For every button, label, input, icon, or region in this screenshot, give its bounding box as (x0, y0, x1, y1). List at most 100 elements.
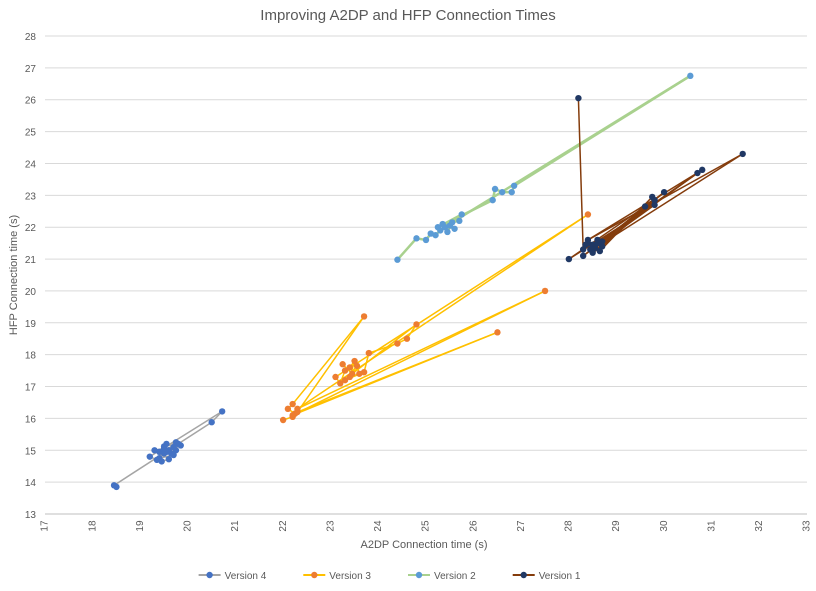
y-tick-label: 15 (25, 446, 37, 457)
data-point (151, 447, 158, 454)
data-point (541, 287, 549, 295)
data-point (156, 455, 163, 462)
data-point (353, 362, 361, 370)
data-point (596, 247, 604, 255)
series-version-4 (110, 408, 226, 491)
data-point (218, 408, 226, 415)
series-line-segment (396, 237, 418, 261)
data-point (579, 252, 587, 260)
data-point (575, 94, 582, 102)
legend-marker (311, 571, 318, 579)
series-line-segment (291, 315, 365, 405)
y-tick-label: 18 (25, 351, 37, 362)
data-point (172, 439, 180, 446)
data-point (348, 370, 356, 377)
data-point (413, 321, 420, 328)
y-axis-ticks: 13 14 15 16 17 18 19 20 21 22 23 24 25 26 27 28 (25, 32, 37, 521)
data-point (208, 419, 215, 426)
data-point (341, 367, 349, 374)
data-point (510, 182, 518, 189)
data-point (279, 416, 287, 424)
data-point (641, 203, 649, 210)
data-point (434, 224, 442, 231)
y-tick-label: 25 (25, 128, 37, 139)
data-point (599, 238, 606, 245)
data-point (699, 166, 706, 174)
data-point (360, 313, 368, 320)
x-tick-label: 19 (135, 520, 146, 532)
legend-label: Version 3 (329, 571, 371, 582)
y-tick-label: 14 (25, 478, 37, 489)
y-tick-label: 20 (25, 287, 37, 298)
data-point (739, 150, 746, 158)
data-point (649, 193, 656, 201)
data-point (651, 201, 658, 209)
data-point (451, 225, 458, 232)
data-point (565, 255, 573, 263)
data-point (160, 443, 168, 450)
series-layer (110, 72, 746, 491)
data-point (360, 368, 368, 376)
y-tick-label: 24 (25, 159, 37, 170)
data-point (351, 357, 358, 365)
x-tick-label: 33 (802, 520, 813, 532)
series-line-segment (291, 331, 499, 416)
x-tick-label: 31 (706, 520, 717, 532)
data-point (499, 188, 506, 196)
series-line-segment (368, 342, 399, 354)
series-version-1 (565, 94, 746, 263)
data-point (591, 244, 599, 252)
series-line-segment (351, 323, 418, 375)
data-point (403, 335, 411, 342)
legend-marker (415, 571, 423, 579)
legend-marker (520, 571, 527, 579)
data-point (337, 380, 344, 387)
x-tick-label: 21 (230, 520, 241, 532)
data-point (170, 451, 177, 459)
data-point (339, 361, 346, 368)
data-point (422, 236, 430, 244)
data-point (584, 236, 592, 244)
data-point (110, 482, 118, 489)
data-point (432, 231, 439, 239)
data-point (687, 72, 694, 80)
data-point (456, 217, 463, 225)
data-point (394, 256, 401, 263)
x-tick-label: 29 (611, 520, 622, 532)
series-line-segment (587, 153, 744, 241)
y-tick-label: 23 (25, 191, 37, 202)
series-line-segment (568, 205, 646, 260)
data-point (599, 243, 606, 250)
series-version-3 (279, 211, 592, 424)
data-point (284, 405, 292, 413)
data-point (491, 185, 499, 193)
data-point (289, 400, 296, 408)
legend-marker (206, 571, 213, 579)
y-axis-label: HFP Connection time (s) (8, 215, 20, 335)
data-point (341, 376, 349, 384)
data-point (165, 455, 173, 463)
data-point (294, 405, 301, 413)
x-tick-label: 32 (754, 520, 765, 532)
y-tick-label: 22 (25, 223, 37, 234)
data-point (444, 228, 451, 236)
data-point (660, 188, 668, 196)
legend-label: Version 4 (225, 571, 267, 582)
series-line-segment (594, 153, 744, 249)
x-tick-label: 24 (373, 520, 384, 532)
data-point (346, 364, 353, 371)
x-tick-label: 17 (40, 520, 51, 532)
data-point (413, 235, 420, 242)
y-tick-label: 21 (25, 255, 37, 266)
legend-item-version-4: Version 4 (198, 571, 267, 582)
data-point (579, 246, 587, 253)
x-tick-label: 30 (659, 520, 670, 532)
legend-item-version-2: Version 2 (408, 571, 476, 582)
y-tick-label: 26 (25, 96, 37, 107)
series-line-segment (296, 315, 365, 413)
data-point (146, 453, 153, 460)
gridlines (45, 35, 807, 515)
y-tick-label: 13 (25, 510, 37, 521)
series-version-2 (394, 72, 694, 263)
